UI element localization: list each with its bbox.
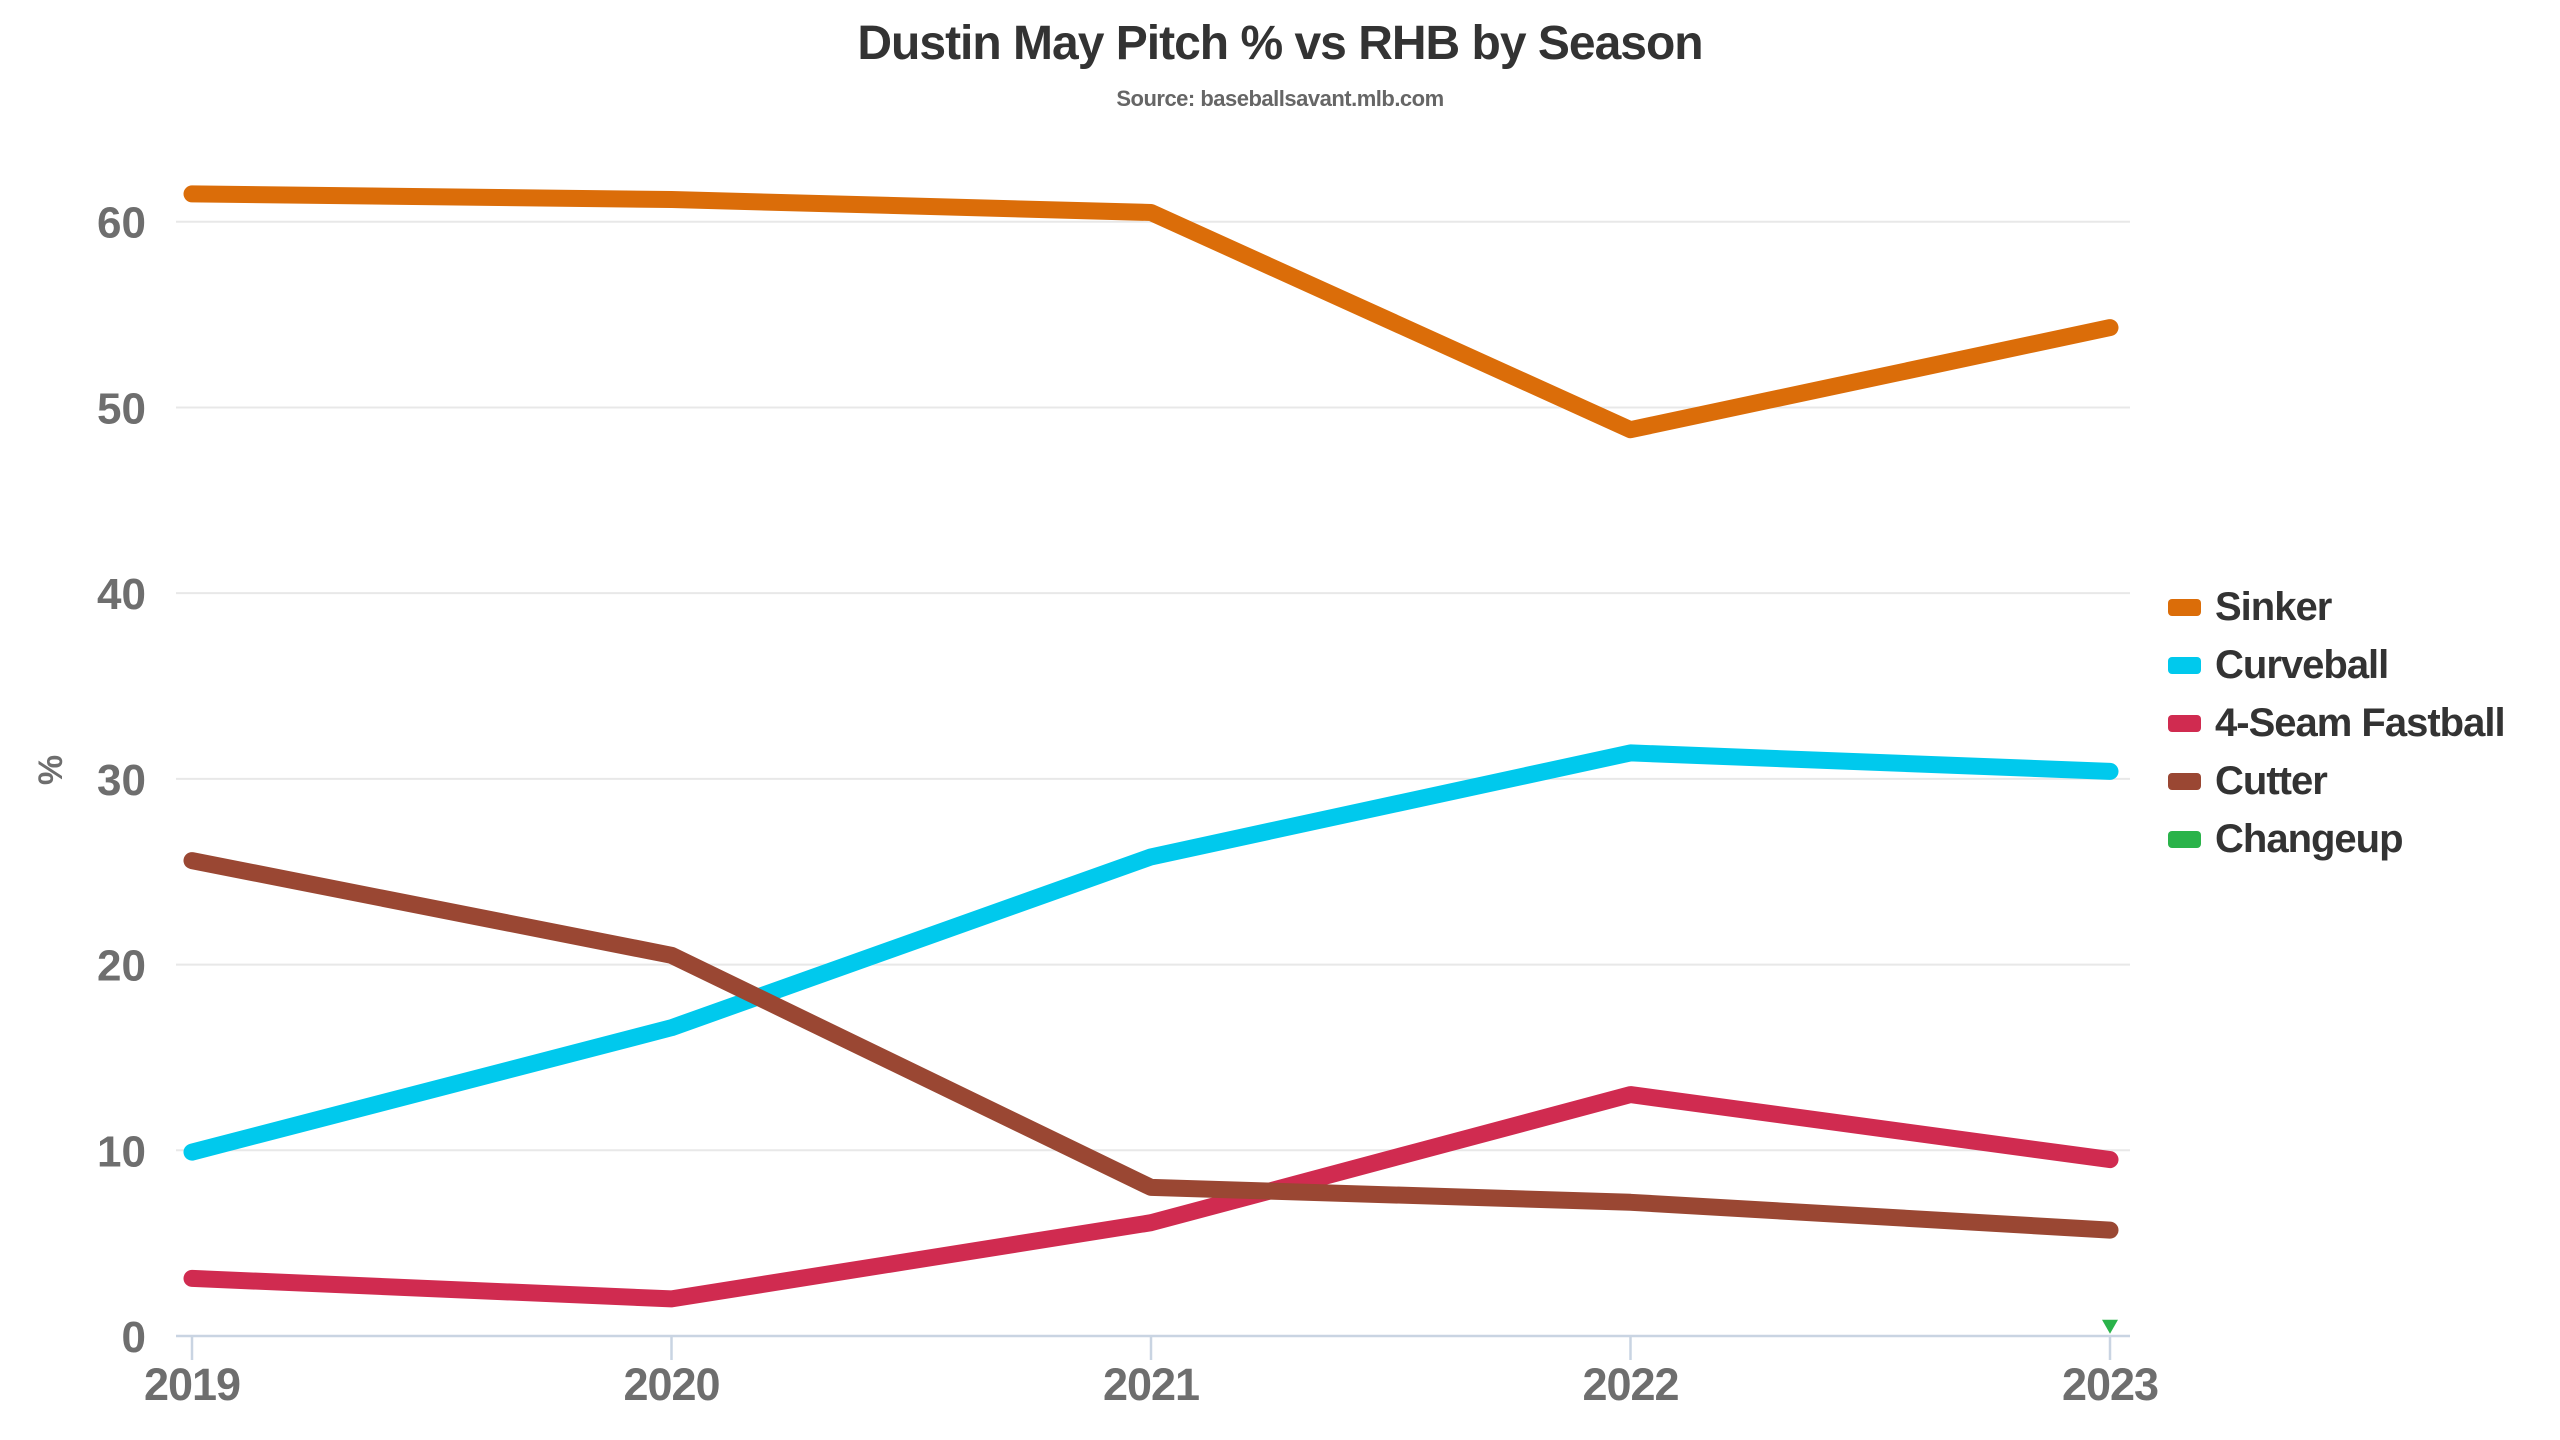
legend-label: Sinker xyxy=(2215,584,2332,629)
legend-item-sinker[interactable]: Sinker xyxy=(2168,578,2505,636)
y-tick-label-20: 20 xyxy=(97,942,146,991)
legend-item-changeup[interactable]: Changeup xyxy=(2168,810,2505,868)
y-tick-label-30: 30 xyxy=(97,756,146,805)
series-marker-changeup xyxy=(2102,1319,2118,1334)
legend-label: Changeup xyxy=(2215,816,2404,861)
legend-item-curveball[interactable]: Curveball xyxy=(2168,636,2505,694)
legend: Sinker Curveball 4-Seam Fastball Cutter Chan… xyxy=(2168,578,2506,868)
x-tick-label-2020: 2020 xyxy=(623,1359,719,1410)
series-line-4-seam-fastball xyxy=(183,1086,2119,1308)
legend-swatch-changeup xyxy=(2168,830,2201,848)
x-tick-label-2019: 2019 xyxy=(144,1359,240,1410)
y-tick-label-0: 0 xyxy=(122,1313,146,1362)
legend-swatch-sinker xyxy=(2168,598,2201,616)
legend-label: Curveball xyxy=(2215,642,2389,687)
y-tick-label-10: 10 xyxy=(97,1127,146,1176)
y-tick-label-60: 60 xyxy=(97,199,146,248)
y-tick-label-40: 40 xyxy=(97,570,146,619)
legend-label: 4-Seam Fastball xyxy=(2215,700,2506,745)
x-tick-label-2023: 2023 xyxy=(2062,1359,2158,1410)
series-line-sinker xyxy=(183,185,2119,439)
chart-subtitle: Source: baseballsavant.mlb.com xyxy=(1116,86,1444,111)
legend-item-cutter[interactable]: Cutter xyxy=(2168,752,2505,810)
series-line-cutter xyxy=(183,852,2119,1239)
legend-swatch-4-seam-fastball xyxy=(2168,714,2201,732)
legend-label: Cutter xyxy=(2215,758,2328,803)
legend-item-4-seam-fastball[interactable]: 4-Seam Fastball xyxy=(2168,694,2506,752)
series-line-curveball xyxy=(183,744,2119,1161)
legend-swatch-cutter xyxy=(2168,772,2201,790)
x-tick-label-2021: 2021 xyxy=(1103,1359,1199,1410)
x-tick-label-2022: 2022 xyxy=(1582,1359,1678,1410)
chart-title: Dustin May Pitch % vs RHB by Season xyxy=(857,17,1703,70)
y-tick-label-50: 50 xyxy=(97,384,146,433)
legend-swatch-curveball xyxy=(2168,656,2201,674)
y-axis-title: % xyxy=(32,755,70,785)
